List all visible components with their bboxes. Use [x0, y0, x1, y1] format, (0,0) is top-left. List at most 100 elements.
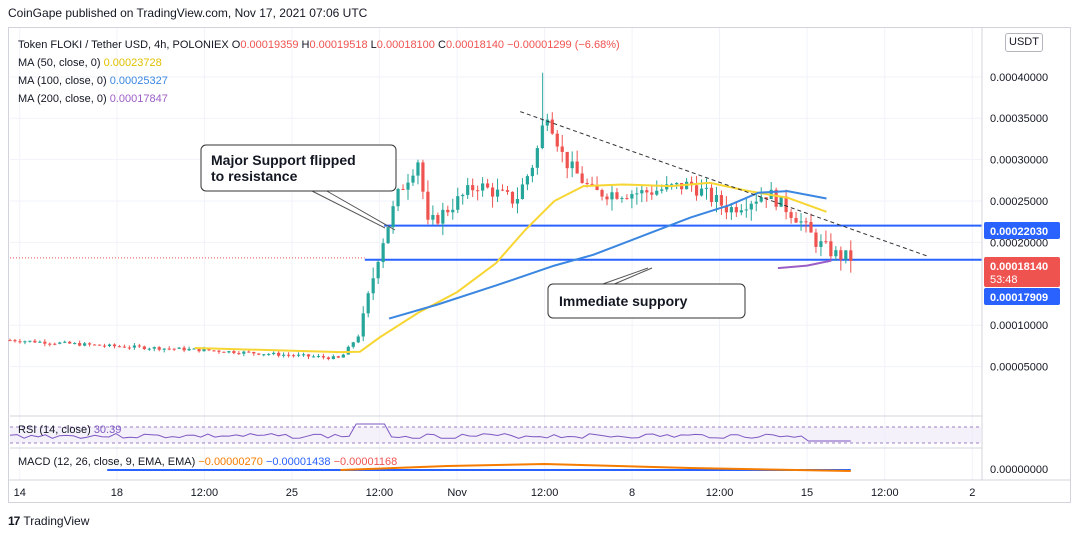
candle-body [262, 354, 266, 356]
candle-body [366, 293, 370, 314]
c-value: 0.00018140 [445, 39, 505, 51]
candle-body [361, 313, 365, 337]
candle-body [575, 161, 579, 174]
y-tick-label: 0.00040000 [990, 72, 1048, 84]
macd-legend: MACD (12, 26, close, 9, EMA, EMA) −0.000… [18, 456, 397, 468]
candle-body [83, 343, 87, 346]
candle-body [162, 348, 166, 350]
x-tick-label: 12:00 [871, 487, 899, 499]
horizontal-levels [10, 224, 982, 261]
candle-body [272, 352, 276, 355]
publisher-line: CoinGape published on TradingView.com, N… [8, 6, 368, 20]
candle-body [729, 207, 733, 213]
candle-body [819, 241, 823, 247]
ma200-line [777, 259, 832, 270]
macd-pane: 0.00000000 [10, 447, 1048, 476]
candle-body [316, 356, 321, 358]
candle-body [620, 198, 624, 200]
y-tick-label: 0.00030000 [990, 155, 1048, 167]
candle-body [640, 190, 644, 194]
candle-body [555, 133, 559, 147]
tradingview-footer[interactable]: 17 TradingView [8, 514, 89, 528]
candle-body [461, 194, 465, 197]
candle-body [182, 347, 186, 351]
candle-body [336, 356, 340, 358]
countdown-label: 53:48 [990, 274, 1018, 286]
candle-body [33, 340, 37, 343]
candle-body [794, 217, 798, 223]
candle-body [699, 188, 704, 196]
candle-body [744, 209, 748, 211]
candle-body [232, 351, 236, 354]
candle-body [287, 354, 291, 356]
macd-signal-line [340, 462, 851, 472]
candle-body [436, 215, 440, 224]
candle-body [267, 354, 271, 356]
x-tick-label: 25 [286, 487, 298, 499]
candle-body [172, 348, 176, 350]
x-tick-label: 15 [801, 487, 813, 499]
candle-body [645, 190, 649, 193]
candle-body [192, 348, 196, 350]
candle-body [207, 348, 211, 351]
annotation-text-immediate: Immediate suppory [559, 293, 688, 309]
candle-body [167, 348, 171, 350]
annotation-pointer [309, 189, 386, 229]
o-label: O [231, 39, 241, 51]
candle-body [132, 345, 136, 348]
candle-body [341, 354, 345, 358]
candle-body [88, 343, 92, 345]
x-tick-label: 12:00 [191, 487, 219, 499]
candle-body [257, 353, 261, 355]
annotation-pointer [599, 267, 649, 286]
candle-body [381, 243, 385, 263]
ma200-label: MA (200, close, 0) [18, 93, 107, 105]
rsi-legend: RSI (14, close) 30.39 [18, 424, 121, 436]
currency-button[interactable]: USDT [1005, 33, 1043, 52]
candle-body [600, 190, 604, 197]
candle-body [331, 356, 335, 360]
candle-body [724, 205, 729, 213]
ma200-price-label-bg [984, 288, 1060, 305]
descending-trendline [520, 111, 929, 257]
candle-body [804, 221, 808, 223]
ma200-price-label: 0.00017909 [990, 292, 1048, 304]
candle-body [431, 215, 435, 220]
candle-body [739, 210, 743, 213]
candle-body [78, 343, 82, 346]
ma100-label: MA (100, close, 0) [18, 75, 107, 87]
candle-body [63, 341, 67, 343]
tradingview-logo-icon: 17 [8, 514, 20, 528]
candle-body [321, 356, 326, 358]
candle-body [610, 192, 614, 200]
change-value: −0.00001299 (−6.68%) [507, 39, 620, 51]
candle-body [834, 250, 838, 257]
candle-body [481, 183, 485, 191]
candle-body [655, 190, 659, 195]
y-tick-label: 0.00010000 [990, 320, 1048, 332]
candle-body [774, 189, 778, 207]
candle-body [301, 354, 306, 356]
rsi-value: 30.39 [93, 424, 122, 436]
ma200-value: 0.00017847 [109, 93, 168, 105]
candle-body [525, 176, 530, 185]
x-tick-label: 2 [969, 487, 975, 499]
candle-body [670, 184, 674, 186]
candle-body [650, 192, 654, 195]
y-tick-label: 0.00005000 [990, 362, 1048, 374]
x-axis: 14 18 12:00 25 12:00 Nov 12:00 8 12:00 15 12:00 2 [9, 479, 1070, 499]
annotation-box-immediate [547, 283, 746, 319]
y-tick-label: 0.00035000 [990, 113, 1048, 125]
candle-body [505, 190, 510, 192]
candle-body [824, 241, 828, 243]
candle-body [187, 348, 191, 351]
candle-body [625, 198, 629, 200]
candle-body [227, 351, 231, 353]
candle-body [48, 343, 52, 345]
candle-body [212, 350, 216, 352]
candle-body [202, 348, 206, 352]
candle-body [585, 183, 589, 185]
annotation-pointer [324, 189, 396, 231]
